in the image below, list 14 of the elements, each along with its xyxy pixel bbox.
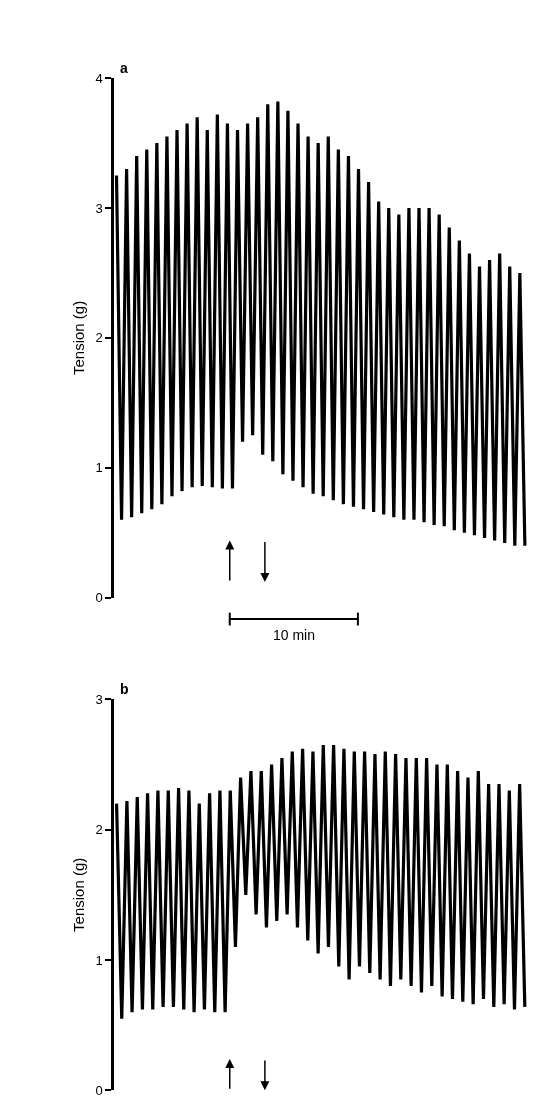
y-axis-title: Tension (g) [69, 857, 87, 932]
y-tick-label: 0 [95, 1082, 103, 1098]
y-axis-title: Tension (g) [69, 300, 87, 376]
chart-title: b [120, 681, 129, 697]
y-tick-label: 3 [95, 200, 103, 216]
y-tick-label: 2 [95, 330, 103, 346]
y-tick-label: 1 [95, 952, 103, 968]
y-tick-label: 2 [95, 822, 103, 838]
text: 10 min [273, 627, 316, 643]
y-tick-label: 0 [95, 590, 103, 606]
y-tick-label: 1 [95, 460, 103, 476]
y-tick-label: 3 [95, 691, 103, 707]
y-tick-label: 4 [95, 70, 103, 86]
chart-title: a [120, 60, 128, 76]
